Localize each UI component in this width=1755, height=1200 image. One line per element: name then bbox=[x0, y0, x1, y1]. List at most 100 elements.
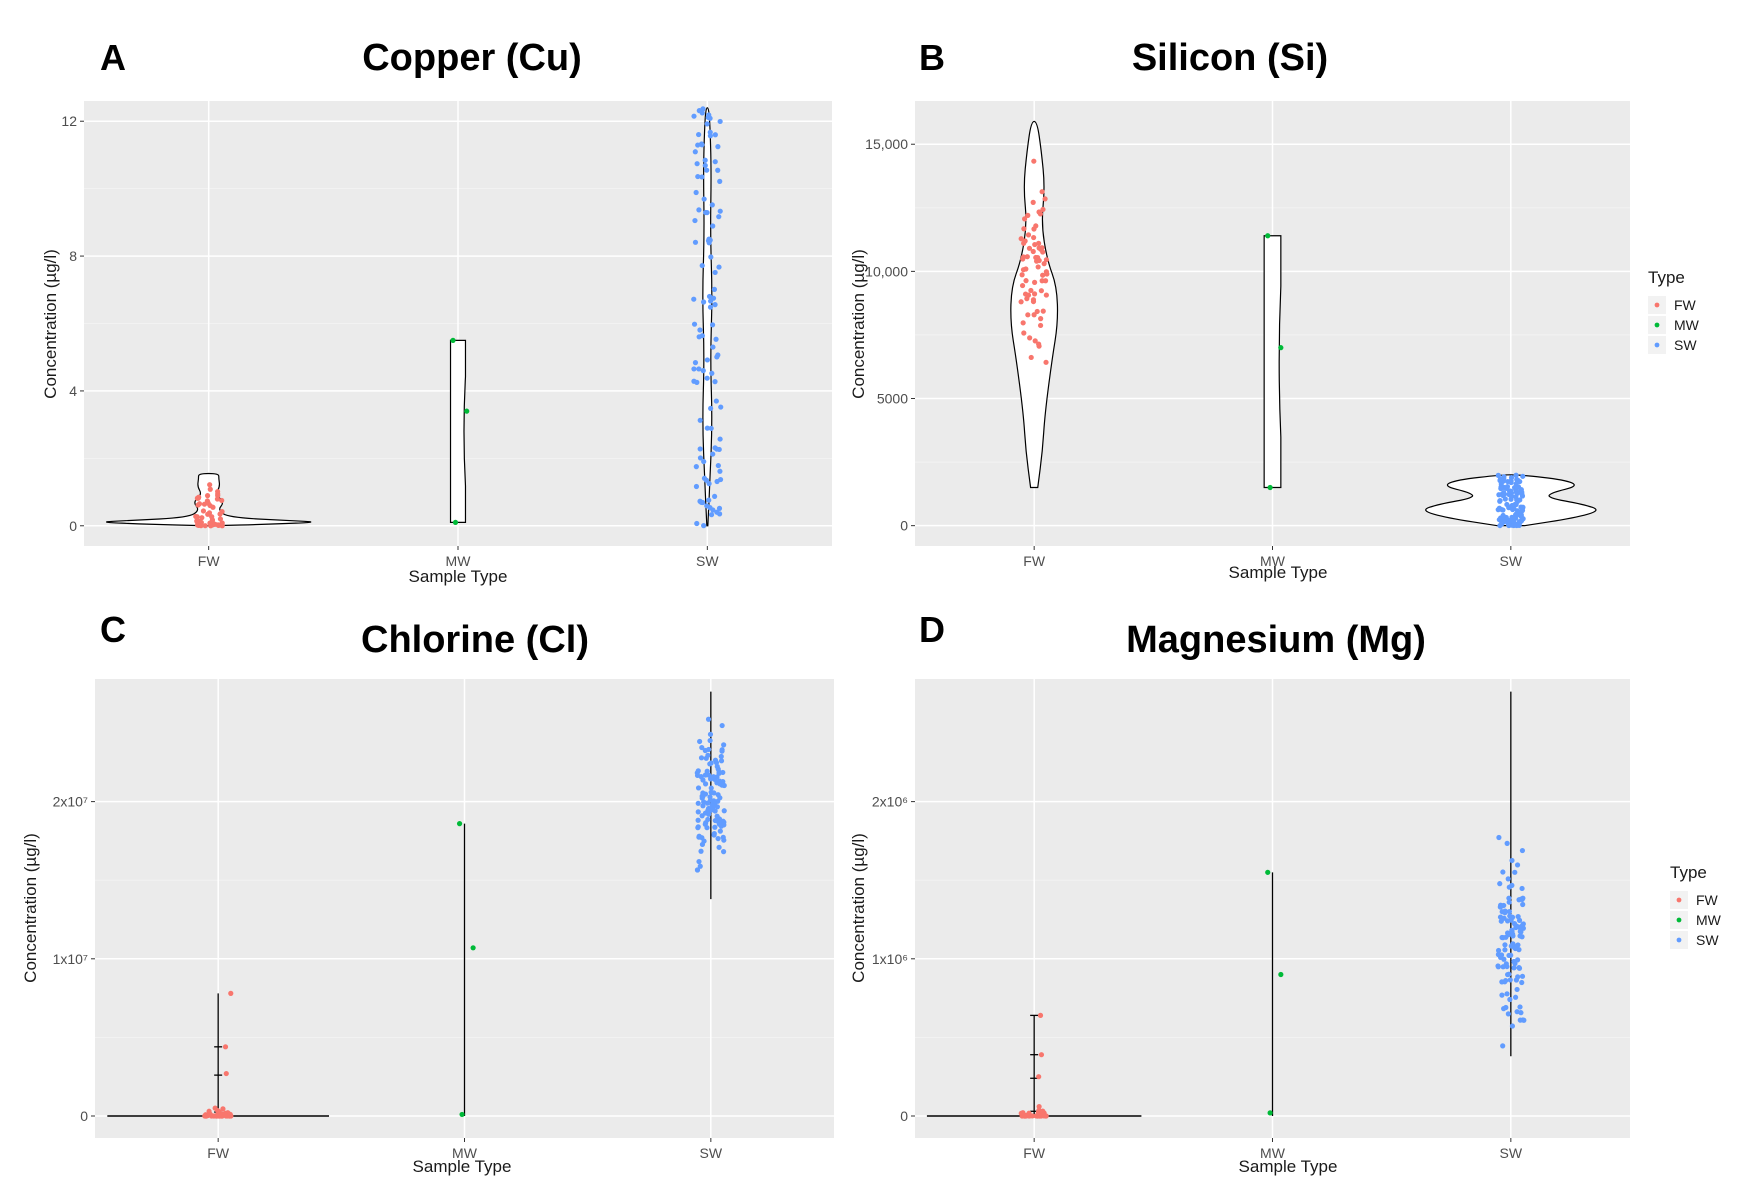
data-point-sw bbox=[710, 798, 716, 804]
legend-label: SW bbox=[1696, 932, 1719, 948]
data-point-sw bbox=[712, 817, 718, 824]
data-point-sw bbox=[695, 768, 701, 774]
data-point-fw bbox=[1032, 338, 1038, 344]
data-point-sw bbox=[717, 795, 723, 801]
data-point-sw bbox=[715, 462, 721, 469]
data-point-fw bbox=[220, 1106, 226, 1112]
data-point-fw bbox=[1024, 254, 1030, 260]
data-point-sw bbox=[1513, 481, 1519, 487]
chart-title: Chlorine (Cl) bbox=[361, 619, 589, 661]
data-point-sw bbox=[716, 821, 722, 827]
data-point-sw bbox=[1497, 522, 1503, 529]
violin-fw bbox=[1010, 120, 1059, 489]
data-point-sw bbox=[697, 417, 703, 423]
violin-mw bbox=[1263, 235, 1282, 489]
data-point-fw bbox=[228, 990, 234, 996]
data-point-sw bbox=[716, 214, 722, 220]
data-point-sw bbox=[708, 512, 715, 518]
data-point-fw bbox=[1027, 335, 1033, 341]
data-point-sw bbox=[1518, 1010, 1524, 1016]
legend: Type FW MW SW bbox=[1670, 863, 1722, 949]
data-point-sw bbox=[1506, 952, 1512, 959]
data-point-sw bbox=[1512, 994, 1519, 1000]
data-point-fw bbox=[1029, 1113, 1035, 1119]
data-point-sw bbox=[699, 744, 705, 751]
data-point-fw bbox=[222, 1044, 229, 1050]
data-point-sw bbox=[1502, 942, 1508, 948]
data-point-fw bbox=[1021, 240, 1027, 246]
data-point-sw bbox=[694, 520, 700, 527]
data-point-sw bbox=[710, 344, 716, 350]
data-point-mw bbox=[1265, 869, 1271, 875]
x-axis-title: Sample Type bbox=[1239, 1157, 1338, 1176]
chart-panel-c: C Chlorine (Cl) 0 1x10⁷ 2x10⁷ FW MW SW Sample Ty… bbox=[21, 609, 834, 1176]
y-tick-label: 8 bbox=[69, 248, 77, 264]
data-point-fw bbox=[202, 523, 208, 529]
data-point-fw bbox=[1036, 1103, 1042, 1110]
legend: Type FW MW SW bbox=[1648, 268, 1700, 354]
data-point-mw bbox=[1267, 1110, 1273, 1116]
data-point-sw bbox=[1502, 979, 1508, 985]
data-point-sw bbox=[701, 458, 707, 465]
chart-panel-a: A Copper (Cu) 0 4 8 12 FW MW SW Sample Type Concen… bbox=[41, 37, 832, 586]
data-point-sw bbox=[712, 132, 718, 138]
data-point-sw bbox=[1518, 896, 1524, 902]
data-point-sw bbox=[1504, 484, 1511, 490]
data-point-sw bbox=[706, 772, 712, 778]
data-point-sw bbox=[698, 755, 705, 761]
data-point-sw bbox=[720, 769, 726, 776]
x-tick-label: FW bbox=[1023, 1145, 1046, 1161]
data-point-sw bbox=[701, 523, 707, 529]
y-tick-label: 2x10⁶ bbox=[872, 794, 908, 810]
data-point-sw bbox=[716, 816, 723, 822]
data-point-sw bbox=[697, 738, 703, 745]
data-point-sw bbox=[710, 223, 716, 229]
data-point-fw bbox=[1025, 312, 1031, 318]
data-point-sw bbox=[1496, 492, 1502, 498]
data-point-sw bbox=[706, 293, 713, 300]
data-point-sw bbox=[717, 118, 723, 125]
legend-key-dot-fw bbox=[1654, 302, 1660, 308]
data-point-fw bbox=[1030, 199, 1036, 205]
data-point-fw bbox=[202, 1113, 208, 1119]
data-point-mw bbox=[1267, 484, 1273, 491]
data-point-sw bbox=[1498, 918, 1504, 924]
data-point-sw bbox=[719, 747, 725, 753]
data-point-sw bbox=[712, 269, 718, 276]
chart-panel-d: D Magnesium (Mg) 0 1x10⁶ 2x10⁶ FW MW SW Sample T… bbox=[849, 609, 1722, 1176]
data-point-fw bbox=[1041, 1113, 1047, 1119]
data-point-fw bbox=[216, 522, 222, 528]
legend-key-dot-mw bbox=[1676, 917, 1682, 923]
data-point-sw bbox=[1514, 490, 1520, 497]
data-point-sw bbox=[712, 159, 718, 165]
legend-label: SW bbox=[1674, 337, 1697, 353]
data-point-sw bbox=[1511, 965, 1517, 971]
y-tick-label: 1x10⁷ bbox=[53, 951, 88, 967]
data-point-sw bbox=[699, 813, 705, 819]
data-point-fw bbox=[214, 496, 221, 502]
data-point-sw bbox=[716, 778, 723, 784]
data-point-fw bbox=[1021, 226, 1027, 232]
data-point-sw bbox=[700, 106, 706, 112]
x-axis-title: Sample Type bbox=[1229, 563, 1328, 582]
data-point-fw bbox=[1031, 291, 1038, 297]
data-point-sw bbox=[1519, 507, 1526, 513]
data-point-fw bbox=[1028, 287, 1034, 294]
data-point-mw bbox=[470, 945, 476, 951]
data-point-fw bbox=[1025, 212, 1031, 218]
data-point-fw bbox=[219, 497, 225, 504]
data-point-sw bbox=[712, 757, 719, 763]
data-point-sw bbox=[1502, 496, 1508, 502]
data-point-sw bbox=[707, 737, 713, 744]
data-point-fw bbox=[209, 514, 215, 520]
data-point-sw bbox=[1501, 474, 1507, 480]
data-point-fw bbox=[1039, 189, 1045, 195]
data-point-sw bbox=[1502, 947, 1508, 953]
data-point-mw bbox=[450, 337, 456, 343]
data-point-fw bbox=[1044, 271, 1050, 277]
data-point-fw bbox=[212, 1105, 218, 1111]
data-point-fw bbox=[1031, 234, 1037, 241]
data-point-sw bbox=[1504, 840, 1510, 846]
data-point-fw bbox=[1031, 312, 1037, 318]
data-point-sw bbox=[712, 379, 718, 385]
